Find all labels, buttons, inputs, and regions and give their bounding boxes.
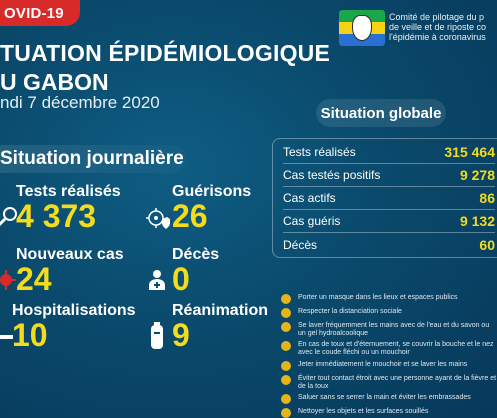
gabon-flag-logo [339, 10, 385, 46]
committee-line-3: l'épidémie à coronavirus [389, 32, 486, 42]
stat-icu-value: 9 [172, 317, 190, 353]
handwash-icon [281, 322, 291, 332]
person-icon [149, 270, 165, 290]
greeting-icon [281, 394, 291, 404]
advice-item: En cas de toux et d'éternuement, se couv… [281, 341, 497, 357]
advice-text: Nettoyer les objets et les surfaces soui… [298, 408, 429, 415]
seal-icon [352, 15, 372, 41]
stat-new-cases-value: 24 [16, 261, 52, 297]
advice-item: Respecter la distanciation sociale [281, 308, 497, 318]
distance-icon [281, 308, 291, 318]
stat-hospitalisations: Hospitalisations 10 [0, 302, 136, 353]
virus-shield-icon [146, 208, 170, 229]
advice-item: Éviter tout contact étroit avec une pers… [281, 375, 497, 391]
stat-tests-value: 4 373 [16, 198, 97, 234]
row-label: Cas guéris [283, 214, 341, 228]
page-title-country: U GABON [0, 69, 109, 95]
advice-text: En cas de toux et d'éternuement, se couv… [298, 341, 494, 356]
mask-icon [281, 294, 291, 304]
stat-recoveries: Guérisons 26 [145, 183, 252, 234]
advice-text: Éviter tout contact étroit avec une pers… [298, 375, 497, 390]
report-date: ndi 7 décembre 2020 [0, 93, 160, 112]
row-label: Cas testés positifs [283, 168, 381, 182]
table-row: Cas testés positifs 9 278 [283, 164, 495, 187]
advice-item: Saluer sans se serrer la main et éviter … [281, 394, 497, 404]
hospital-bed-icon [0, 335, 13, 339]
stat-deaths-value: 0 [172, 261, 190, 297]
daily-situation-title: Situation journalière [0, 148, 184, 169]
row-value: 86 [479, 190, 495, 206]
stat-icu-label: Réanimation [172, 302, 269, 319]
row-label: Tests réalisés [283, 145, 356, 159]
table-row: Cas actifs 86 [283, 187, 495, 210]
stat-new-cases-label: Nouveaux cas [16, 246, 124, 263]
row-value: 60 [479, 236, 495, 253]
stat-deaths: Décès 0 [145, 246, 220, 297]
advice-text: Se laver fréquemment les mains avec de l… [298, 322, 490, 337]
advice-text: Saluer sans se serrer la main et éviter … [298, 394, 471, 401]
global-situation-title: Situation globale [320, 104, 442, 122]
global-situation-header: Situation globale [316, 99, 446, 127]
row-label: Cas actifs [283, 191, 336, 205]
advice-text: Porter un masque dans les lieux et espac… [298, 294, 458, 301]
global-stats-table: Tests réalisés 315 464 Cas testés positi… [272, 138, 497, 258]
committee-block: Comité de pilotage du p de veille et de … [339, 8, 497, 48]
advice-text: Respecter la distanciation sociale [298, 308, 402, 315]
stat-hospitalisations-value: 10 [12, 317, 48, 353]
table-row: Décès 60 [283, 233, 495, 256]
covid-badge: OVID-19 [0, 0, 80, 26]
cleaning-icon [281, 408, 291, 418]
advice-item: Nettoyer les objets et les surfaces soui… [281, 408, 497, 418]
table-row: Tests réalisés 315 464 [283, 141, 495, 164]
committee-line-2: de veille et de riposte co [389, 22, 487, 32]
advice-item: Jeter immédiatement le mouchoir et se la… [281, 361, 497, 371]
stat-deaths-label: Décès [172, 246, 220, 263]
row-value: 315 464 [444, 144, 495, 160]
advice-item: Se laver fréquemment les mains avec de l… [281, 322, 497, 338]
committee-text: Comité de pilotage du p de veille et de … [389, 12, 486, 42]
daily-situation-header: Situation journalière [0, 145, 186, 173]
row-value: 9 278 [459, 167, 495, 183]
committee-line-1: Comité de pilotage du p [389, 12, 485, 22]
oxygen-tank-icon [151, 322, 163, 349]
contact-icon [281, 375, 291, 385]
magnifier-icon [0, 207, 17, 227]
table-row: Cas guéris 9 132 [283, 210, 495, 233]
advice-item: Porter un masque dans les lieux et espac… [281, 294, 497, 304]
stat-new-cases: Nouveaux cas 24 [0, 246, 124, 297]
stat-recoveries-value: 26 [172, 198, 208, 234]
covid-badge-text: OVID-19 [4, 4, 64, 22]
stat-tests-label: Tests réalisés [16, 183, 121, 200]
advice-text: Jeter immédiatement le mouchoir et se la… [298, 361, 468, 368]
virus-icon [0, 270, 16, 290]
tissue-icon [281, 361, 291, 371]
row-value: 9 132 [459, 213, 495, 229]
stat-hospitalisations-label: Hospitalisations [12, 302, 136, 319]
stat-recoveries-label: Guérisons [172, 183, 252, 200]
row-label: Décès [283, 237, 318, 252]
sneeze-icon [281, 341, 291, 351]
page-title: TUATION ÉPIDÉMIOLOGIQUE [0, 40, 331, 66]
stat-tests: Tests réalisés 4 373 [0, 183, 121, 234]
stat-icu: Réanimation 9 [145, 302, 269, 353]
